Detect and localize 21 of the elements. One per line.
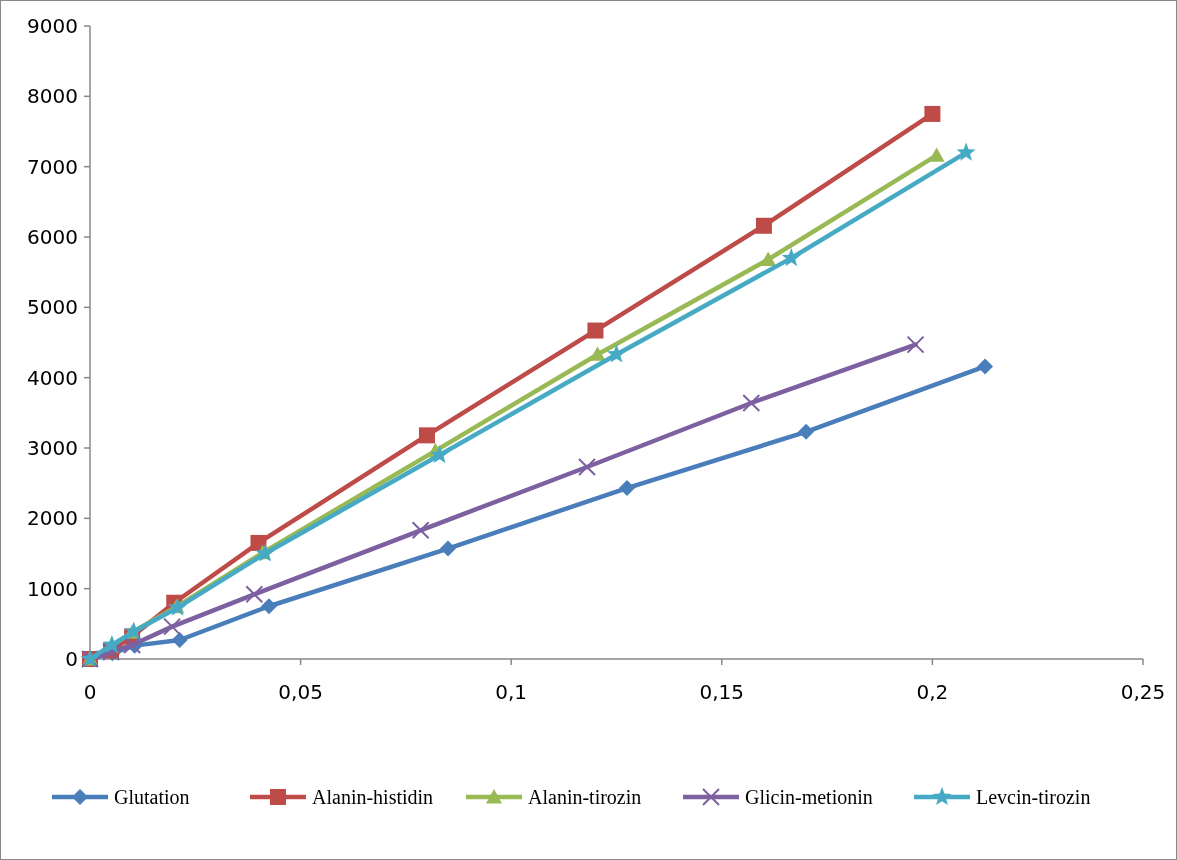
legend-label: Levcin-tirozin xyxy=(976,786,1091,808)
y-tick-label: 7000 xyxy=(27,154,78,179)
y-tick-label: 8000 xyxy=(27,84,78,109)
y-tick-label: 3000 xyxy=(27,436,78,460)
x-tick-label: 0,25 xyxy=(1120,680,1166,704)
x-tick-label: 0 xyxy=(83,680,97,704)
legend-label: Glutation xyxy=(114,786,190,808)
y-tick-label: 0 xyxy=(65,647,78,671)
x-tick-label: 0,05 xyxy=(278,680,323,704)
x-tick-label: 0,1 xyxy=(495,680,528,704)
y-tick-label: 4000 xyxy=(27,365,78,390)
y-tick-label: 6000 xyxy=(27,225,78,249)
legend-label: Alanin-tirozin xyxy=(528,786,642,808)
x-tick-label: 0,15 xyxy=(699,680,745,704)
y-tick-label: 9000 xyxy=(27,14,78,38)
x-tick-label: 0,2 xyxy=(916,680,949,704)
legend-label: Alanin-histidin xyxy=(312,786,434,808)
legend-label: Glicin-metionin xyxy=(745,786,873,808)
y-tick-label: 5000 xyxy=(27,295,78,320)
y-tick-label: 1000 xyxy=(27,576,78,601)
y-tick-label: 2000 xyxy=(27,506,78,531)
